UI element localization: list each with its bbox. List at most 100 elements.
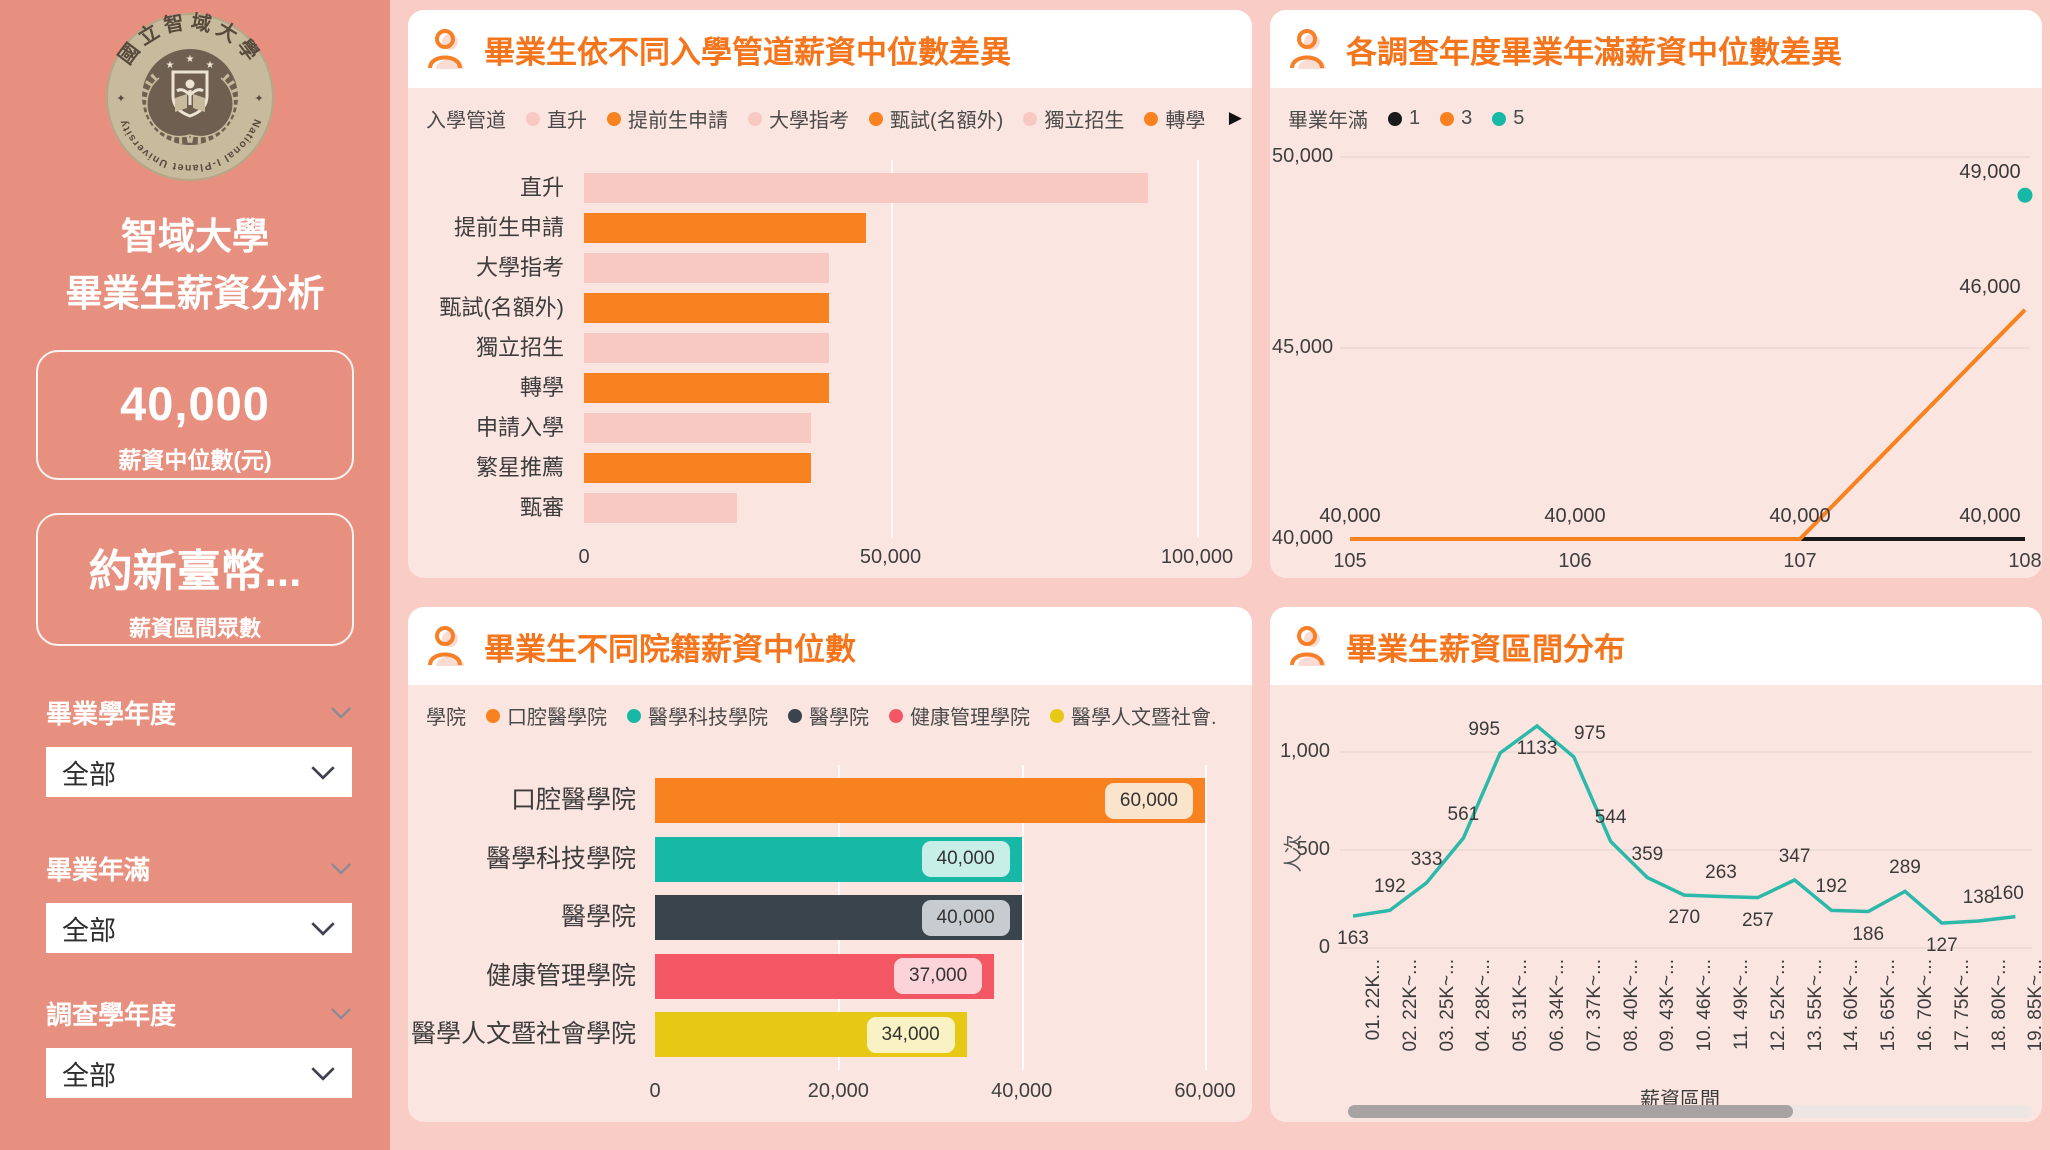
x-category-label: 10. 46K~... [1694,959,1716,1052]
legend-item-5[interactable]: 5 [1492,107,1524,130]
chart-title: 畢業生不同院籍薪資中位數 [484,631,856,667]
legend-item-1[interactable]: 1 [1388,107,1420,130]
bar-甄試(名額外)[interactable] [584,293,830,323]
category-label: 大學指考 [475,255,564,280]
legend-item-醫學科技學院[interactable]: 醫學科技學院 [627,701,768,730]
data-label: 127 [1925,935,1958,957]
bar-大學指考[interactable] [584,253,830,283]
line-headcount[interactable] [1352,723,2016,925]
category-label: 醫學人文暨社會學院 [410,1020,636,1048]
data-label: 1133 [1516,737,1558,759]
legend-item-label: 1 [1409,107,1421,129]
data-label: 40,000 [1544,505,1606,527]
legend-item-提前生申請[interactable]: 提前生申請 [607,104,728,133]
x-category-label: 13. 55K~... [1804,959,1826,1052]
filter-header-調查學年度[interactable]: 調查學年度 [46,995,352,1032]
legend-dot [869,111,883,126]
card-header: 畢業生依不同入學管道薪資中位數差異 [408,10,1252,88]
legend-scroll-right-icon[interactable]: ▶ [1228,108,1242,127]
category-label: 健康管理學院 [485,961,636,990]
line-series-3[interactable] [1350,308,2027,541]
y-tick: 45,000 [1272,336,1334,358]
legend: 畢業年滿 1 3 5 [1288,104,2008,133]
filter-調查學年度: 調查學年度全部 [46,995,352,1098]
filter-dropdown-調查學年度[interactable]: 全部 [46,1048,352,1098]
x-category-label: 11. 49K~... [1731,959,1752,1051]
kpi-salary-mode: 約新臺幣... 薪資區間眾數 [36,513,354,646]
bar-轉學[interactable] [584,373,830,403]
legend-item-label: 5 [1513,107,1525,129]
legend-item-獨立招生[interactable]: 獨立招生 [1023,104,1124,133]
category-label: 甄試(名額外) [439,295,564,320]
bar-繁星推薦[interactable] [584,453,811,483]
kpi-median-salary-value: 40,000 [120,377,270,430]
x-tick: 60,000 [1174,1080,1236,1102]
y-tick: 40,000 [1272,527,1334,549]
person-icon [1290,29,1326,69]
chart-title: 畢業生薪資區間分布 [1346,631,1625,667]
kpi-median-salary-label: 薪資中位數(元) [118,447,272,473]
category-label: 繁星推薦 [475,455,564,480]
legend-item-醫學院[interactable]: 醫學院 [788,701,869,730]
legend-item-健康管理學院[interactable]: 健康管理學院 [889,701,1030,730]
svg-text:★: ★ [186,54,195,65]
legend-item-醫學人文暨社會...[interactable]: 醫學人文暨社會... [1050,701,1218,730]
card-salary-by-admission: 畢業生依不同入學管道薪資中位數差異 入學管道 直升 提前生申請 大學指考 甄試(名額外)… [408,10,1252,578]
bar-value-label: 40,000 [921,841,1010,877]
person-icon [428,626,464,666]
x-category-label: 05. 31K~... [1510,959,1532,1052]
chevron-down-icon [310,921,336,936]
x-tick: 0 [578,546,590,568]
university-logo: 國立智域大學 National I-Planet University ✦ ✦ … [105,12,275,182]
legend-item-口腔醫學院[interactable]: 口腔醫學院 [486,701,607,730]
bar-直升[interactable] [584,173,1148,203]
legend-item-甄試(名額外)[interactable]: 甄試(名額外) [869,104,1003,133]
filter-dropdown-畢業年滿[interactable]: 全部 [46,903,352,953]
y-axis-title: 人次 [1283,834,1305,873]
dashboard-title: 智域大學 畢業生薪資分析 [0,208,390,323]
legend-item-label: 健康管理學院 [910,707,1030,729]
dashboard-title-line1: 智域大學 [121,216,269,257]
bar-提前生申請[interactable] [584,213,866,243]
filter-selected-value: 全部 [62,1060,116,1091]
legend-dot [607,111,621,126]
horizontal-scrollbar-thumb[interactable] [1348,1105,1793,1118]
category-label: 甄審 [519,495,564,520]
person-icon [428,29,464,69]
category-label: 醫學院 [560,903,636,931]
data-label: 40,000 [1769,505,1831,527]
legend-title: 畢業年滿 [1288,110,1368,132]
legend-item-3[interactable]: 3 [1440,107,1472,130]
category-label: 醫學科技學院 [485,844,636,873]
data-label: 544 [1594,807,1627,829]
legend-item-label: 甄試(名額外) [890,110,1004,132]
chevron-down-icon [330,862,352,875]
filter-dropdown-畢業學年度[interactable]: 全部 [46,747,352,797]
x-tick: 50,000 [859,546,922,568]
filter-header-畢業學年度[interactable]: 畢業學年度 [46,694,352,731]
point-series-5[interactable] [2017,187,2033,203]
legend-item-大學指考[interactable]: 大學指考 [748,104,849,133]
x-tick: 106 [1558,550,1592,572]
data-label: 270 [1668,907,1701,929]
legend-item-label: 3 [1461,107,1473,129]
bar-甄審[interactable] [584,493,738,523]
chevron-down-icon [310,765,336,780]
legend-item-label: 直升 [547,110,587,132]
filter-header-畢業年滿[interactable]: 畢業年滿 [46,850,352,887]
x-category-label: 15. 65K~... [1878,959,1900,1052]
svg-text:★: ★ [206,60,215,71]
bar-獨立招生[interactable] [584,333,830,363]
person-icon [1290,626,1326,666]
y-tick: 1,000 [1279,740,1330,762]
bar-value-label: 34,000 [866,1016,955,1053]
x-category-label: 09. 43K~... [1657,959,1679,1052]
filter-selected-value: 全部 [62,759,116,790]
data-label: 186 [1852,923,1885,945]
legend-dot [1144,111,1159,126]
legend-item-直升[interactable]: 直升 [526,104,587,133]
x-category-label: 07. 37K~... [1583,959,1605,1052]
legend-item-轉學[interactable]: 轉學 [1144,104,1205,133]
data-label: 263 [1705,862,1737,884]
bar-申請入學[interactable] [584,413,811,443]
